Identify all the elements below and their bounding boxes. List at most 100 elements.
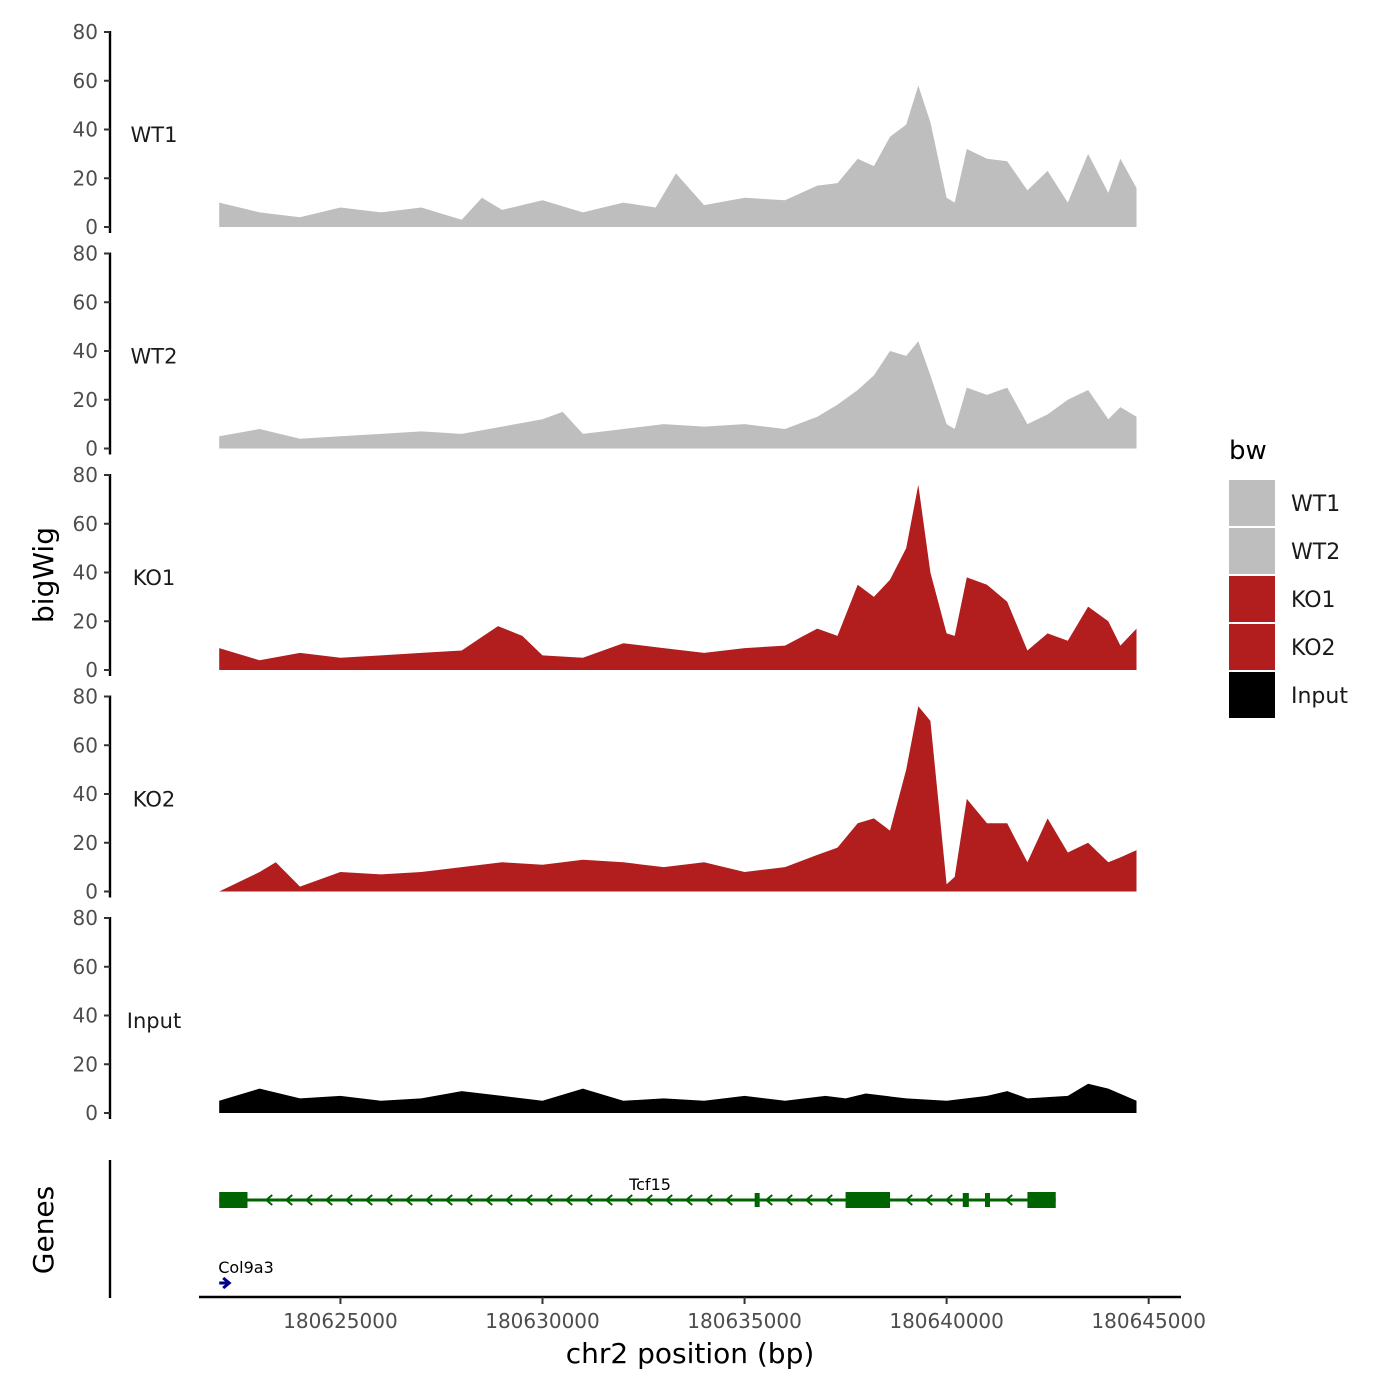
strand-chevron [644,1194,653,1206]
y-tick-label: 20 [73,388,98,412]
y-tick-label: 60 [73,733,98,757]
y-tick-label: 20 [73,1052,98,1076]
y-tick-label: 0 [85,658,98,682]
gene-tcf15-exon [845,1192,891,1208]
x-tick-label: 180630000 [485,1309,600,1333]
track-label: KO1 [133,566,176,590]
y-tick-label: 0 [85,437,98,461]
legend: bw WT1 WT2 KO1 KO2 Input [1229,436,1348,718]
coverage-area-wt2 [219,341,1137,449]
track-label: WT1 [131,123,178,147]
strand-chevron [404,1194,413,1206]
legend-swatch-wt1 [1229,480,1275,526]
strand-chevron [264,1194,273,1206]
strand-chevron [284,1194,293,1206]
legend-label-wt2: WT2 [1291,540,1340,565]
legend-label-wt1: WT1 [1291,492,1340,517]
strand-chevron [924,1194,933,1206]
y-tick-label: 60 [73,512,98,536]
track-label: KO2 [133,788,176,812]
strand-chevron [464,1194,473,1206]
strand-arrow [222,1276,232,1290]
y-tick-label: 0 [85,880,98,904]
gene-tcf15-exon [985,1193,991,1207]
track-ko2: 0 20 40 60 80 KO2 [73,685,1137,904]
x-tick-label: 180635000 [687,1309,802,1333]
track-label: WT2 [131,345,178,369]
strand-chevron [684,1194,693,1206]
track-wt2: 0 20 40 60 80 WT2 [73,242,1137,461]
gene-col9a3: Col9a3 [218,1258,274,1290]
gene-tcf15-exon [962,1193,969,1207]
y-tick-label: 40 [73,118,98,142]
strand-chevron [484,1194,493,1206]
track-ko1: 0 20 40 60 80 KO1 [73,463,1137,682]
strand-chevron [324,1194,333,1206]
genes-axis-title: Genes [27,1186,60,1274]
strand-chevron [344,1194,353,1206]
x-axis-title: chr2 position (bp) [566,1337,815,1370]
gene-tcf15-exon [754,1193,760,1207]
strand-chevron [564,1194,573,1206]
legend-swatch-wt2 [1229,528,1275,574]
strand-chevron [724,1194,733,1206]
strand-chevron [364,1194,373,1206]
y-tick-label: 80 [73,463,98,487]
gene-label-tcf15: Tcf15 [628,1175,671,1194]
coverage-area-input [219,1083,1137,1113]
legend-label-input: Input [1291,684,1348,709]
y-tick-label: 40 [73,339,98,363]
y-tick-label: 80 [73,906,98,930]
strand-chevron [784,1194,793,1206]
strand-chevron [444,1194,453,1206]
legend-swatch-ko2 [1229,624,1275,670]
strand-chevron [704,1194,713,1206]
genes-track: Tcf15 Col9a3 [108,1160,1056,1298]
y-axis-title: bigWig [27,527,60,623]
track-panels: 0 20 40 60 80 WT1 0 20 40 60 80 WT2 0 20 40 60 80 KO1 0 20 4… [73,20,1137,1125]
track-label: Input [127,1009,181,1033]
coverage-area-ko2 [219,706,1137,892]
strand-chevron [664,1194,673,1206]
gene-tcf15-exon [219,1192,248,1208]
gene-tcf15: Tcf15 [219,1175,1056,1208]
coverage-area-ko1 [219,484,1137,670]
y-tick-label: 60 [73,290,98,314]
y-tick-label: 60 [73,955,98,979]
strand-chevron [384,1194,393,1206]
legend-label-ko1: KO1 [1291,588,1336,613]
strand-chevron [304,1194,313,1206]
strand-chevron [824,1194,833,1206]
coverage-area-wt1 [219,85,1137,227]
strand-chevron [584,1194,593,1206]
strand-chevron [544,1194,553,1206]
strand-chevron [904,1194,913,1206]
y-tick-label: 20 [73,609,98,633]
y-tick-label: 40 [73,1004,98,1028]
y-tick-label: 20 [73,166,98,190]
gene-label-col9a3: Col9a3 [218,1258,274,1277]
y-tick-label: 60 [73,69,98,93]
strand-chevron [624,1194,633,1206]
y-tick-label: 80 [73,20,98,44]
strand-chevron [804,1194,813,1206]
x-axis: 180625000 180630000 180635000 180640000 1806… [199,1295,1206,1333]
strand-chevron [504,1194,513,1206]
legend-swatch-ko1 [1229,576,1275,622]
legend-title: bw [1229,436,1267,466]
strand-chevron [1004,1194,1013,1206]
y-tick-label: 0 [85,215,98,239]
x-tick-label: 180625000 [283,1309,398,1333]
y-tick-label: 40 [73,782,98,806]
strand-chevron [604,1194,613,1206]
strand-chevron [424,1194,433,1206]
y-tick-label: 40 [73,561,98,585]
y-tick-label: 80 [73,242,98,266]
x-tick-label: 180640000 [889,1309,1004,1333]
x-tick-label: 180645000 [1091,1309,1206,1333]
strand-chevron [944,1194,953,1206]
y-tick-label: 80 [73,685,98,709]
track-input: 0 20 40 60 80 Input [73,906,1137,1125]
strand-chevron [524,1194,533,1206]
